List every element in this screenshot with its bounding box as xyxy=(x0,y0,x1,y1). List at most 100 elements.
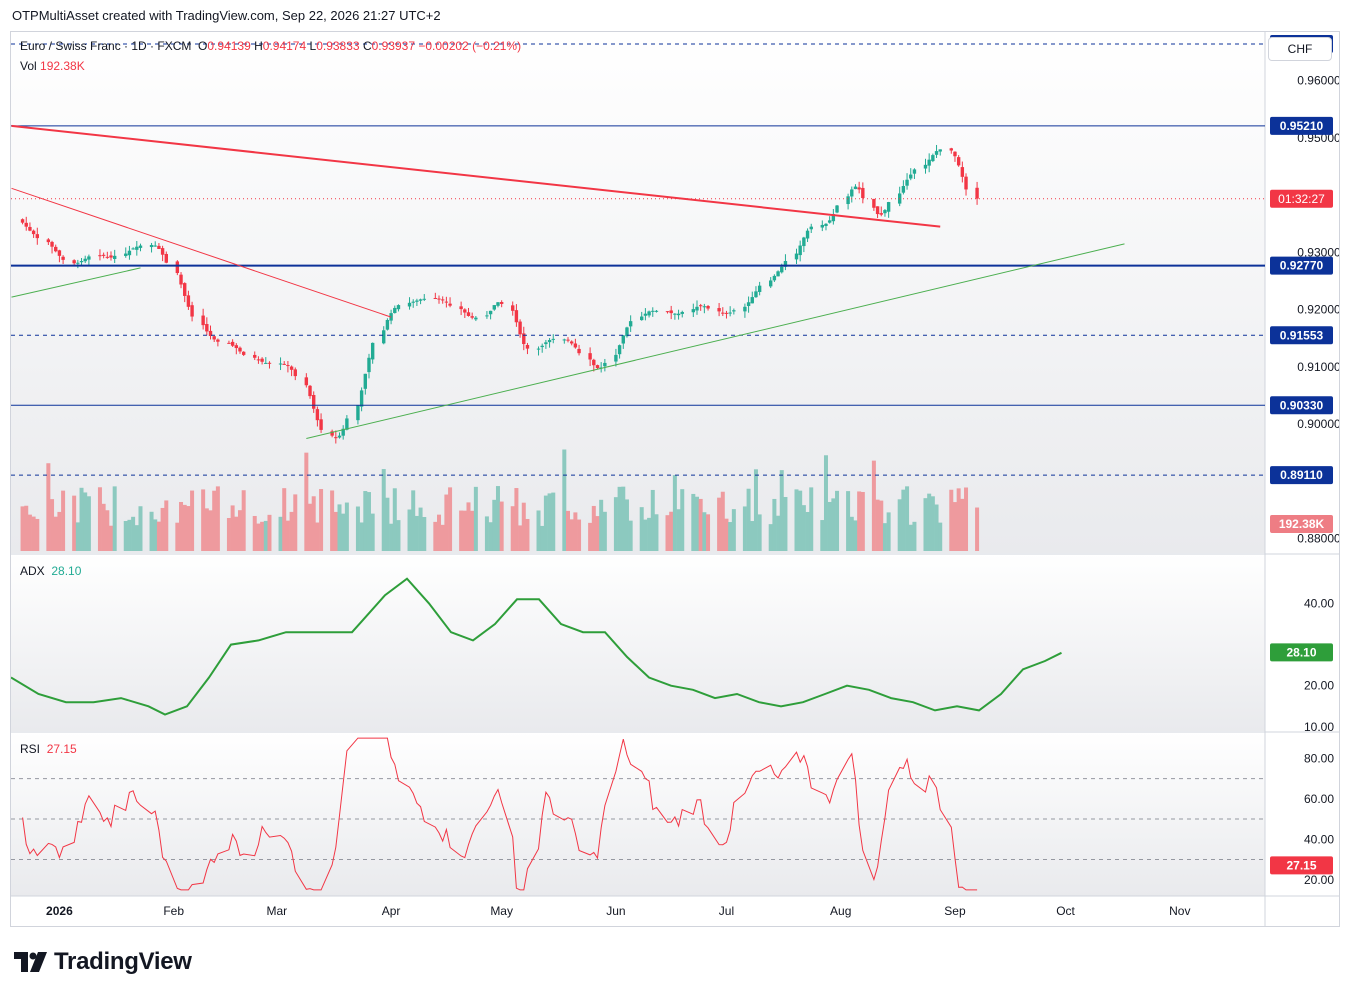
volume-bar xyxy=(514,488,519,551)
volume-bar xyxy=(208,510,213,551)
volume-bar xyxy=(462,510,467,551)
level-price-label: 0.90330 xyxy=(1280,398,1324,412)
volume-bar xyxy=(776,515,781,551)
candle-body xyxy=(883,210,887,214)
rsi-label[interactable]: RSI xyxy=(20,742,41,756)
volume-bar xyxy=(75,522,80,551)
volume-bar xyxy=(577,519,582,551)
candle-body xyxy=(79,261,84,263)
candle-body xyxy=(87,256,91,260)
price-tick-label: 0.91000 xyxy=(1297,360,1339,374)
candle-body xyxy=(54,246,58,252)
volume-bar xyxy=(230,505,235,551)
volume-bar xyxy=(311,496,316,551)
volume-bar xyxy=(669,511,674,551)
volume-bar xyxy=(86,496,91,551)
adx-value-label: 28.10 xyxy=(1286,645,1316,659)
candle-body xyxy=(673,313,677,315)
candle-body xyxy=(499,302,504,304)
volume-bar xyxy=(599,499,604,551)
symbol-name[interactable]: Euro / Swiss Franc · 1D · FXCM xyxy=(20,39,192,53)
candle-body xyxy=(341,428,345,436)
time-tick-label: Aug xyxy=(830,904,851,918)
candle-body xyxy=(768,280,773,287)
candle-body xyxy=(359,390,364,407)
adx-label[interactable]: ADX xyxy=(20,564,45,578)
volume-bar xyxy=(437,514,442,551)
adx-tick-label: 10.00 xyxy=(1304,720,1334,734)
candle-body xyxy=(669,310,673,314)
chart-canvas[interactable]: 0.960000.950000.930000.920000.910000.900… xyxy=(11,32,1339,926)
adx-tick-label: 40.00 xyxy=(1304,596,1334,610)
candle-body xyxy=(835,205,839,213)
volume-bar xyxy=(53,516,58,551)
candle-body xyxy=(566,339,570,341)
volume-bar xyxy=(363,491,368,551)
volume-bar xyxy=(153,519,158,551)
rsi-tick-label: 20.00 xyxy=(1304,873,1334,887)
volume-bar xyxy=(591,505,596,551)
candle-body xyxy=(846,196,850,205)
time-tick-label: Jun xyxy=(606,904,625,918)
candle-body xyxy=(820,224,824,228)
volume-badge-label: 192.38K xyxy=(1279,517,1325,531)
candle-body xyxy=(127,250,132,256)
candle-body xyxy=(76,262,80,264)
volume-bar xyxy=(407,509,412,551)
candle-body xyxy=(356,405,360,421)
candle-body xyxy=(496,302,500,306)
volume-bar xyxy=(720,491,725,551)
volume-bar xyxy=(805,511,810,551)
volume-bar xyxy=(905,486,910,551)
candle-body xyxy=(603,362,607,367)
candle-body xyxy=(337,435,342,438)
candle-body xyxy=(569,341,574,344)
volume-bar xyxy=(595,516,600,551)
volume-bar xyxy=(912,521,917,551)
candle-body xyxy=(201,315,205,326)
volume-bar xyxy=(717,497,722,551)
candle-body xyxy=(724,312,729,314)
volume-bar xyxy=(440,524,445,551)
volume-bar xyxy=(31,516,36,551)
volume-bar xyxy=(908,524,913,551)
candle-body xyxy=(544,342,548,345)
volume-bar xyxy=(927,493,932,551)
volume-bar xyxy=(57,511,62,551)
volume-bar xyxy=(871,460,876,551)
volume-value: 192.38K xyxy=(40,59,85,73)
candle-body xyxy=(238,347,242,352)
volume-bar xyxy=(470,510,475,551)
candle-body xyxy=(698,305,703,307)
candle-body xyxy=(640,316,644,321)
volume-bar xyxy=(112,486,117,551)
volume-bar xyxy=(204,508,209,551)
volume-bar xyxy=(975,507,980,551)
volume-bar xyxy=(665,515,670,551)
currency-button[interactable]: CHF xyxy=(1268,37,1332,61)
volume-bar xyxy=(138,506,143,551)
volume-bar xyxy=(105,510,110,551)
volume-bar xyxy=(484,516,489,551)
candle-body xyxy=(573,343,578,348)
chart-frame: 0.96000 0.95000 0.93000 0.92000 0.91000 0.900… xyxy=(10,31,1340,927)
volume-bar xyxy=(131,516,136,551)
volume-bar xyxy=(414,515,419,551)
time-tick-label: Feb xyxy=(163,904,184,918)
candle-body xyxy=(680,311,684,314)
candle-body xyxy=(695,306,699,311)
candle-body xyxy=(956,157,961,166)
candle-body xyxy=(112,255,117,259)
volume-bar xyxy=(536,510,541,551)
volume-label[interactable]: Vol xyxy=(20,59,37,73)
volume-bar xyxy=(433,521,438,551)
candle-body xyxy=(72,260,76,264)
candle-body xyxy=(776,271,780,277)
candle-body xyxy=(953,151,957,157)
candle-body xyxy=(964,176,968,190)
candle-body xyxy=(492,305,496,310)
candle-body xyxy=(595,365,600,369)
countdown-label: 01:32:27 xyxy=(1278,192,1325,206)
level-price-badge xyxy=(1270,326,1333,345)
candle-body xyxy=(319,419,323,430)
